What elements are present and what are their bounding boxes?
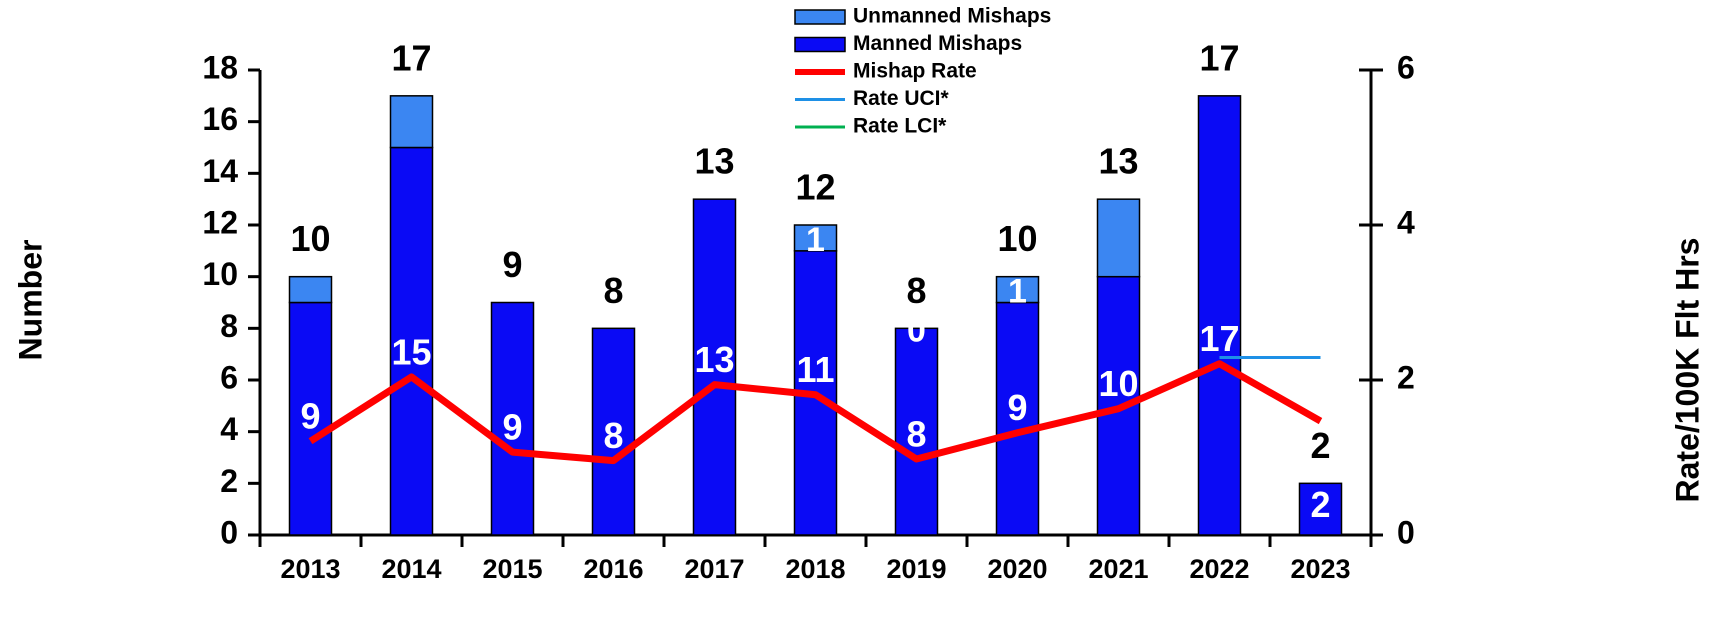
x-tick-label: 2017 xyxy=(684,554,744,584)
bar-manned xyxy=(1197,95,1242,536)
manned-label: 9 xyxy=(300,396,320,437)
legend-label: Rate UCI* xyxy=(853,87,950,110)
y-tick-label: 8 xyxy=(220,308,238,344)
y-tick-label: 12 xyxy=(202,204,238,240)
bar-unmanned xyxy=(1096,198,1141,278)
manned-label: 2 xyxy=(1310,484,1330,525)
y-tick-label: 6 xyxy=(220,359,238,395)
bar-unmanned xyxy=(288,275,333,304)
manned-label: 9 xyxy=(1007,387,1027,428)
x-tick-label: 2023 xyxy=(1290,554,1350,584)
manned-label: 15 xyxy=(391,331,431,372)
x-tick-label: 2014 xyxy=(381,554,441,584)
manned-label: 9 xyxy=(502,407,522,448)
legend-label: Mishap Rate xyxy=(853,60,977,83)
total-label: 10 xyxy=(290,218,330,259)
y2-tick-label: 6 xyxy=(1397,49,1415,85)
bar-manned xyxy=(995,301,1040,536)
manned-label: 8 xyxy=(603,415,623,456)
legend-label: Rate LCI* xyxy=(853,115,947,138)
line-2 xyxy=(308,360,1323,465)
total-label: 17 xyxy=(391,37,431,78)
bar-manned xyxy=(288,301,333,536)
total-label: 10 xyxy=(997,218,1037,259)
y2-tick-label: 4 xyxy=(1397,204,1415,240)
bar-manned xyxy=(1298,482,1343,536)
unmanned-label: 1 xyxy=(806,221,825,259)
y2-tick-label: 0 xyxy=(1397,514,1415,550)
legend-label: Manned Mishaps xyxy=(853,32,1022,55)
legend-swatch xyxy=(794,36,846,53)
manned-label: 11 xyxy=(796,349,834,390)
bar-unmanned xyxy=(389,95,434,149)
total-label: 9 xyxy=(502,244,522,285)
x-tick-label: 2016 xyxy=(583,554,643,584)
bar-manned xyxy=(692,198,737,536)
bar-manned xyxy=(894,327,939,536)
bar-manned xyxy=(591,327,636,536)
x-tick-label: 2021 xyxy=(1088,554,1148,584)
y2-axis-title: Rate/100K Flt Hrs xyxy=(1669,238,1705,503)
manned-label: 17 xyxy=(1199,318,1239,359)
bar-unmanned xyxy=(793,224,838,252)
y2-tick-label: 2 xyxy=(1397,359,1415,395)
bar-unmanned xyxy=(995,275,1040,304)
unmanned-label: 0 xyxy=(907,311,926,349)
x-tick-label: 2022 xyxy=(1189,554,1249,584)
x-tick-label: 2020 xyxy=(987,554,1047,584)
total-label: 13 xyxy=(1098,141,1138,182)
total-label: 8 xyxy=(603,270,623,311)
bar-manned xyxy=(389,146,434,536)
manned-label: 8 xyxy=(906,414,926,455)
total-label: 13 xyxy=(694,141,734,182)
y-axis-title: Number xyxy=(12,240,48,361)
bar-manned xyxy=(490,301,535,536)
manned-label: 10 xyxy=(1098,363,1138,404)
x-tick-label: 2019 xyxy=(886,554,946,584)
y-tick-label: 4 xyxy=(220,411,238,447)
x-tick-label: 2013 xyxy=(280,554,340,584)
total-label: 8 xyxy=(906,270,926,311)
y-tick-label: 16 xyxy=(202,101,238,137)
legend-swatch xyxy=(794,9,846,25)
total-label: 12 xyxy=(795,167,835,208)
x-tick-label: 2015 xyxy=(482,554,542,584)
unmanned-label: 1 xyxy=(1008,273,1027,311)
manned-label: 13 xyxy=(694,339,734,380)
y-tick-label: 2 xyxy=(220,463,238,499)
x-tick-label: 2018 xyxy=(785,554,845,584)
y-tick-label: 10 xyxy=(202,256,238,292)
y-tick-label: 18 xyxy=(202,49,238,85)
y-tick-label: 0 xyxy=(220,514,238,550)
y-tick-label: 14 xyxy=(202,153,238,189)
total-label: 2 xyxy=(1310,425,1330,466)
legend-label: Unmanned Mishaps xyxy=(853,5,1051,28)
total-label: 17 xyxy=(1199,37,1239,78)
